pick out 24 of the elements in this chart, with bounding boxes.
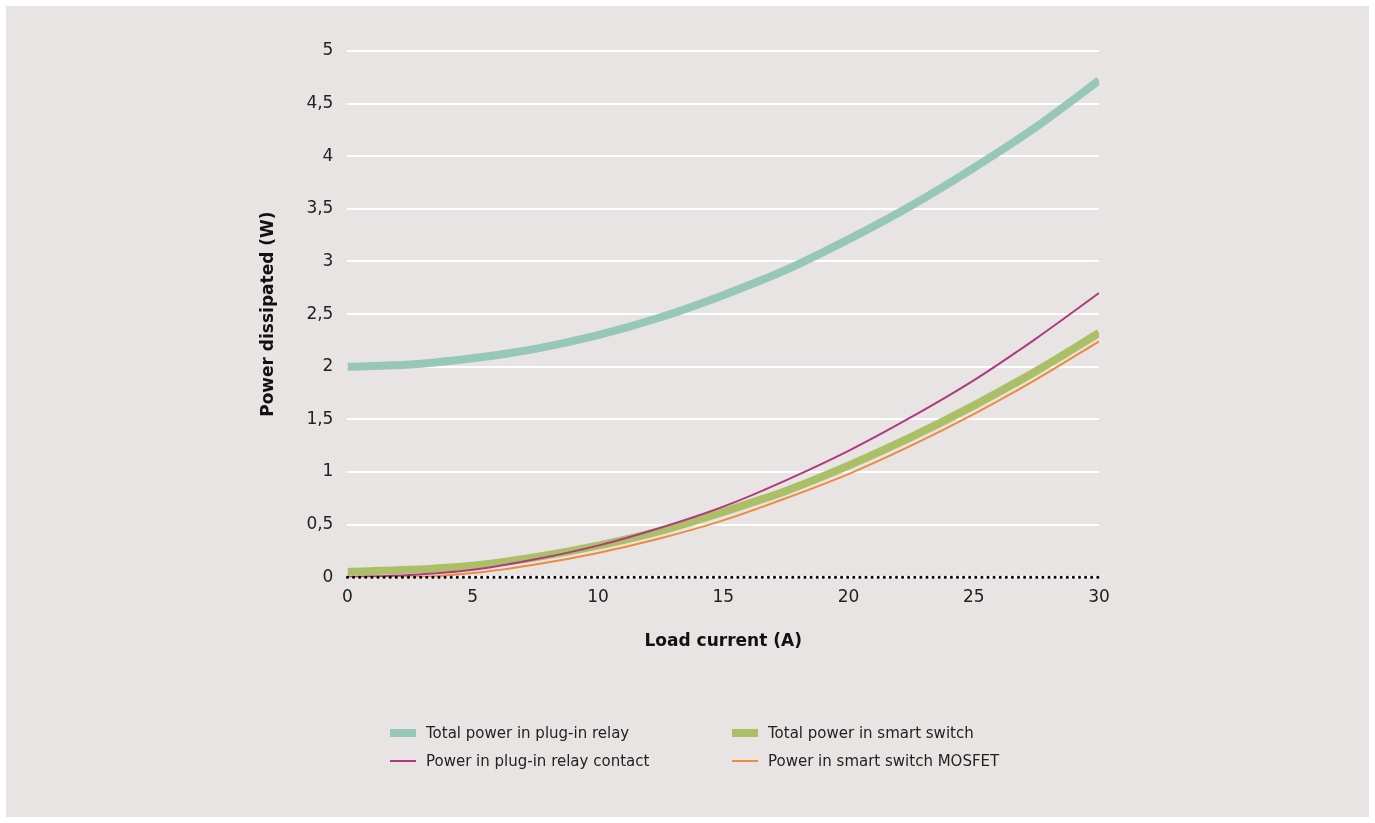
x-tick-label: 20 bbox=[837, 585, 860, 606]
y-tick-label: 3,5 bbox=[306, 197, 334, 218]
x-axis-title: Load current (A) bbox=[644, 630, 802, 651]
y-tick-label: 2,5 bbox=[306, 302, 334, 323]
y-tick-label: 4 bbox=[322, 144, 334, 165]
legend-label: Power in plug-in relay contact bbox=[426, 752, 650, 770]
y-tick-label: 0,5 bbox=[306, 513, 334, 533]
x-tick-label: 10 bbox=[587, 585, 609, 606]
y-axis-title: Power dissipated (W) bbox=[256, 211, 277, 417]
x-tick-label: 5 bbox=[467, 585, 479, 606]
legend-label: Total power in plug-in relay bbox=[426, 724, 630, 742]
x-tick-label: 15 bbox=[712, 585, 735, 606]
y-tick-label: 1 bbox=[322, 460, 334, 481]
legend-label: Power in smart switch MOSFET bbox=[768, 752, 1000, 770]
y-tick-label: 5 bbox=[322, 39, 334, 60]
y-tick-label: 1,5 bbox=[306, 407, 334, 428]
y-tick-label: 0 bbox=[322, 565, 334, 586]
legend-label: Total power in smart switch bbox=[768, 724, 974, 742]
y-tick-label: 3 bbox=[322, 249, 334, 270]
x-tick-label: 30 bbox=[1088, 585, 1110, 606]
x-tick-label: 0 bbox=[342, 585, 353, 606]
y-tick-label: 4,5 bbox=[306, 92, 334, 113]
y-tick-label: 2 bbox=[322, 355, 334, 376]
x-tick-label: 25 bbox=[962, 585, 985, 606]
